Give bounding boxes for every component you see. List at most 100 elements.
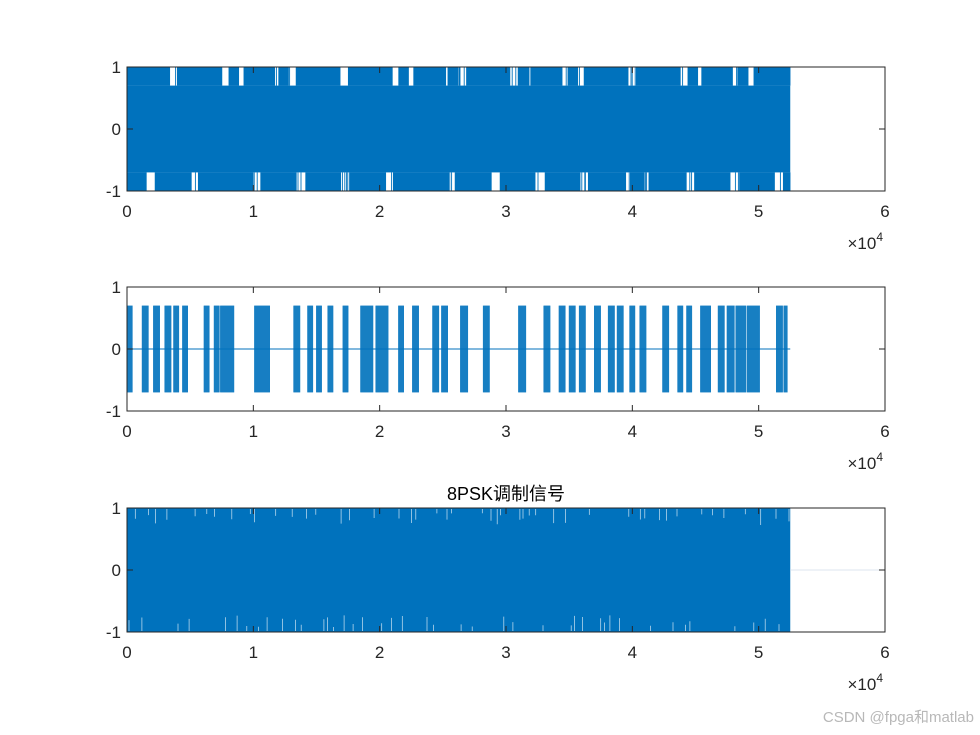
x-tick-label: 1 bbox=[249, 643, 258, 662]
y-tick-label: 0 bbox=[112, 120, 121, 139]
burst-42 bbox=[783, 305, 788, 393]
x-tick-label: 4 bbox=[628, 422, 637, 441]
burst-lines bbox=[518, 305, 526, 393]
burst-23 bbox=[518, 305, 527, 393]
burst-lines bbox=[629, 305, 636, 393]
burst-28 bbox=[594, 305, 601, 393]
burst-fill bbox=[316, 305, 322, 393]
burst-30 bbox=[616, 305, 624, 393]
burst-36 bbox=[700, 305, 711, 393]
signal-speckle bbox=[128, 509, 790, 631]
x-tick-label: 4 bbox=[628, 643, 637, 662]
burst-lines bbox=[735, 305, 747, 393]
burst-27 bbox=[578, 305, 586, 393]
burst-lines bbox=[746, 305, 760, 393]
burst-lines bbox=[726, 305, 735, 393]
burst-lines bbox=[776, 305, 783, 393]
burst-20 bbox=[441, 305, 448, 393]
x-tick-label: 0 bbox=[122, 202, 131, 221]
burst-lines bbox=[203, 305, 210, 393]
burst-2 bbox=[153, 305, 160, 393]
burst-lines bbox=[412, 305, 419, 393]
burst-lines bbox=[307, 305, 314, 393]
burst-40 bbox=[746, 305, 760, 393]
burst-lines bbox=[543, 305, 551, 393]
burst-34 bbox=[677, 305, 684, 393]
x-tick-label: 5 bbox=[754, 202, 763, 221]
y-tick-label: -1 bbox=[106, 623, 121, 642]
x-tick-label: 0 bbox=[122, 422, 131, 441]
burst-33 bbox=[662, 305, 670, 393]
burst-lines bbox=[700, 305, 711, 393]
burst-lines bbox=[441, 305, 448, 393]
subplot-1: 0 1 2 3 4 5 6-101×104 bbox=[106, 58, 890, 253]
x-tick-label: 2 bbox=[375, 202, 384, 221]
burst-lines bbox=[153, 305, 160, 393]
burst-lines bbox=[141, 305, 149, 393]
burst-39 bbox=[735, 305, 747, 393]
burst-fill bbox=[307, 305, 313, 393]
burst-21 bbox=[460, 305, 469, 393]
x-tick-label: 6 bbox=[880, 643, 889, 662]
burst-fill bbox=[677, 305, 683, 393]
burst-29 bbox=[607, 305, 615, 393]
burst-35 bbox=[686, 305, 693, 393]
burst-lines bbox=[327, 305, 334, 393]
x-exponent-label: ×104 bbox=[847, 230, 883, 253]
burst-24 bbox=[543, 305, 551, 393]
burst-lines bbox=[607, 305, 615, 393]
burst-41 bbox=[776, 305, 783, 393]
burst-lines bbox=[342, 305, 349, 393]
burst-10 bbox=[293, 305, 301, 393]
burst-18 bbox=[412, 305, 419, 393]
burst-lines bbox=[182, 305, 188, 393]
burst-17 bbox=[398, 305, 404, 393]
burst-14 bbox=[342, 305, 349, 393]
plot-area bbox=[127, 305, 791, 393]
burst-38 bbox=[726, 305, 735, 393]
x-tick-label: 3 bbox=[501, 422, 510, 441]
burst-8 bbox=[220, 305, 235, 393]
y-tick-label: 1 bbox=[112, 58, 121, 77]
x-tick-label: 1 bbox=[249, 202, 258, 221]
burst-fill bbox=[204, 305, 210, 393]
burst-lines bbox=[783, 305, 788, 393]
burst-lines bbox=[558, 305, 566, 393]
x-tick-label: 2 bbox=[375, 643, 384, 662]
burst-lines bbox=[594, 305, 601, 393]
burst-25 bbox=[558, 305, 566, 393]
x-tick-label: 6 bbox=[880, 422, 889, 441]
burst-7 bbox=[213, 305, 220, 393]
signal-spikes bbox=[127, 67, 791, 191]
burst-lines bbox=[164, 305, 172, 393]
burst-26 bbox=[568, 305, 576, 393]
y-tick-label: 1 bbox=[112, 278, 121, 297]
x-tick-label: 4 bbox=[628, 202, 637, 221]
burst-lines bbox=[677, 305, 684, 393]
burst-31 bbox=[629, 305, 636, 393]
x-tick-label: 0 bbox=[122, 643, 131, 662]
x-tick-label: 2 bbox=[375, 422, 384, 441]
burst-5 bbox=[182, 305, 188, 393]
watermark: CSDN @fpga和matlab bbox=[822, 709, 974, 726]
burst-13 bbox=[327, 305, 334, 393]
burst-11 bbox=[307, 305, 314, 393]
burst-lines bbox=[717, 305, 725, 393]
y-tick-label: 0 bbox=[112, 340, 121, 359]
x-tick-label: 3 bbox=[501, 202, 510, 221]
subplot-title: 8PSK调制信号 bbox=[447, 484, 565, 504]
burst-lines bbox=[375, 305, 389, 393]
burst-lines bbox=[254, 305, 270, 393]
burst-lines bbox=[432, 305, 440, 393]
burst-lines bbox=[616, 305, 624, 393]
burst-lines bbox=[360, 305, 374, 393]
burst-fill bbox=[629, 305, 635, 393]
burst-fill bbox=[686, 305, 692, 393]
burst-6 bbox=[203, 305, 210, 393]
x-tick-label: 5 bbox=[754, 422, 763, 441]
burst-15 bbox=[360, 305, 374, 393]
burst-fill bbox=[182, 305, 188, 393]
burst-3 bbox=[164, 305, 172, 393]
plot-area bbox=[127, 67, 791, 191]
